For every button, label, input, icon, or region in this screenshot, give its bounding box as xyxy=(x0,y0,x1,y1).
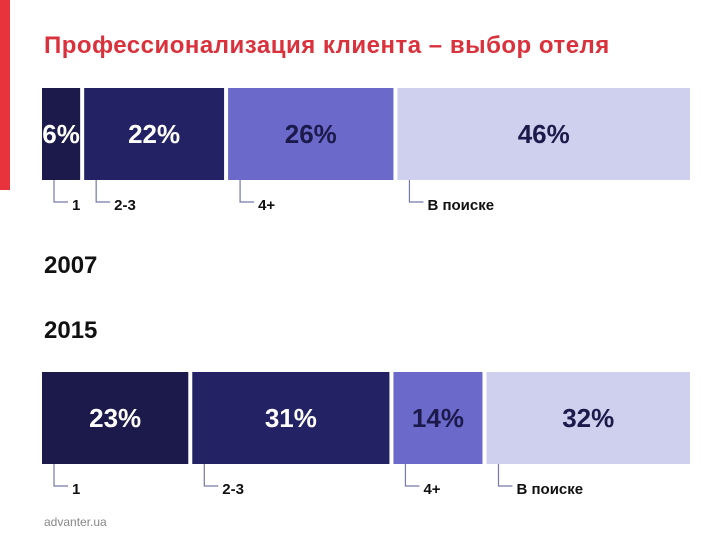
accent-bar xyxy=(0,0,10,190)
bracket-2015-В поиске xyxy=(497,464,513,487)
year-label-2007: 2007 xyxy=(44,252,98,279)
data-label-2007-2-3: 22% xyxy=(128,119,180,149)
bracket-2015-4+ xyxy=(404,464,420,487)
year-label-2015: 2015 xyxy=(44,317,98,344)
category-label-2007-2-3: 2-3 xyxy=(114,197,136,214)
bracket-2007-1 xyxy=(53,180,68,203)
data-label-2007-1: 6% xyxy=(42,119,80,149)
page-title: Профессионализация клиента – выбор отеля xyxy=(44,32,610,59)
data-label-2015-4+: 14% xyxy=(412,403,464,433)
data-label-2007-В поиске: 46% xyxy=(518,119,570,149)
data-label-2015-В поиске: 32% xyxy=(562,403,614,433)
bar-2007-4+ xyxy=(228,88,394,180)
bar-2015-4+ xyxy=(393,372,483,464)
category-label-2007-4+: 4+ xyxy=(258,197,275,214)
bracket-2007-В поиске xyxy=(408,180,424,203)
data-label-2015-1: 23% xyxy=(89,403,141,433)
bracket-2015-2-3 xyxy=(203,464,219,487)
category-label-2015-1: 1 xyxy=(72,481,80,498)
bracket-2007-4+ xyxy=(239,180,255,203)
bar-2007-2-3 xyxy=(84,88,225,180)
bracket-2007-2-3 xyxy=(95,180,111,203)
category-label-2015-В поиске: В поиске xyxy=(516,481,583,498)
bar-2015-2-3 xyxy=(192,372,390,464)
category-label-2007-В поиске: В поиске xyxy=(427,197,494,214)
bar-2015-1 xyxy=(42,372,189,464)
bar-2007-В поиске xyxy=(397,88,690,180)
bracket-2015-1 xyxy=(53,464,68,487)
data-label-2007-4+: 26% xyxy=(285,119,337,149)
category-label-2015-4+: 4+ xyxy=(423,481,440,498)
data-label-2015-2-3: 31% xyxy=(265,403,317,433)
category-label-2015-2-3: 2-3 xyxy=(222,481,244,498)
footer-site: advanter.ua xyxy=(44,515,107,529)
bar-2015-В поиске xyxy=(486,372,690,464)
category-label-2007-1: 1 xyxy=(72,197,80,214)
bar-2007-1 xyxy=(42,88,81,180)
